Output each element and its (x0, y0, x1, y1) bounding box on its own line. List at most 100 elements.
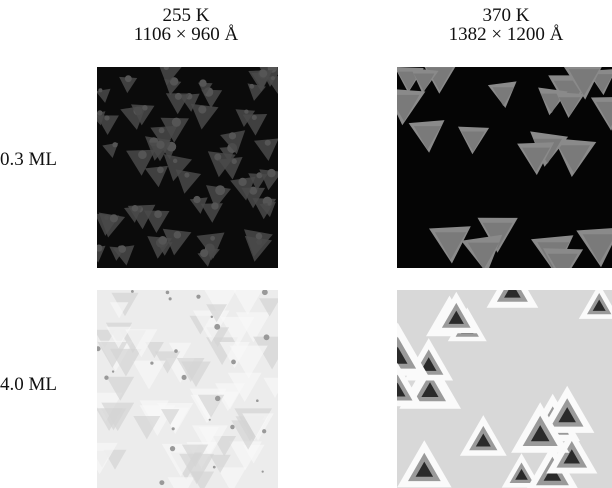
texture (97, 115, 119, 135)
texture (448, 310, 464, 324)
texture (231, 158, 237, 165)
texture (156, 140, 165, 149)
texture (98, 212, 126, 238)
texture (199, 79, 207, 87)
texture (104, 115, 110, 121)
texture (212, 465, 216, 469)
texture (259, 69, 268, 78)
texture (492, 87, 515, 106)
texture (173, 231, 182, 239)
texture (190, 103, 219, 130)
texture (126, 149, 156, 176)
texture (568, 69, 600, 96)
texture (434, 232, 467, 260)
texture (130, 290, 134, 293)
texture (175, 169, 202, 194)
texture (149, 142, 171, 162)
texture (262, 429, 267, 434)
stm-image (97, 67, 278, 268)
texture (522, 147, 550, 172)
texture (259, 298, 278, 317)
texture (106, 326, 132, 349)
row-label: 0.3 ML (0, 149, 57, 170)
texture (397, 382, 406, 397)
stm-image (397, 67, 612, 268)
texture (540, 93, 563, 113)
texture (592, 299, 606, 311)
texture (208, 418, 211, 421)
texture (264, 139, 271, 146)
texture (214, 153, 222, 161)
texture (169, 446, 176, 452)
texture (220, 316, 255, 347)
texture (104, 375, 109, 380)
texture (97, 442, 118, 475)
texture (251, 114, 257, 120)
texture (97, 341, 128, 368)
texture (193, 310, 230, 343)
texture (249, 83, 255, 89)
texture (215, 185, 226, 196)
column-header: 370 K 1382 × 1200 Å (386, 6, 612, 44)
texture (97, 244, 103, 252)
texture (158, 127, 165, 134)
texture (154, 351, 181, 374)
texture (200, 249, 209, 258)
texture (421, 382, 439, 397)
texture (169, 77, 179, 86)
texture (229, 345, 268, 379)
texture (157, 166, 164, 174)
texture (142, 105, 148, 111)
texture (162, 228, 192, 256)
texture (181, 374, 187, 381)
texture (263, 377, 278, 398)
texture (138, 150, 147, 160)
texture (193, 195, 201, 204)
texture (420, 357, 437, 371)
texture (220, 130, 246, 155)
texture (267, 168, 276, 178)
texture (211, 202, 219, 210)
texture (159, 480, 165, 486)
texture (215, 383, 245, 410)
texture (159, 67, 182, 86)
texture (171, 117, 182, 127)
texture (259, 201, 276, 218)
texture (397, 346, 408, 364)
texture (125, 329, 158, 358)
texture (206, 304, 227, 323)
texture (582, 234, 612, 263)
texture (160, 117, 189, 143)
texture (163, 154, 192, 182)
texture (228, 132, 237, 140)
texture (596, 101, 612, 128)
texture (184, 172, 190, 178)
texture (563, 449, 580, 464)
texture (165, 290, 170, 295)
texture (112, 245, 135, 266)
texture (209, 454, 231, 473)
texture (270, 76, 275, 81)
texture (172, 158, 178, 164)
texture (145, 342, 164, 359)
texture (230, 424, 235, 430)
texture (217, 467, 247, 488)
texture (215, 395, 221, 402)
texture (110, 348, 142, 377)
texture (168, 297, 172, 301)
texture (174, 92, 182, 100)
texture (163, 67, 169, 70)
texture (249, 186, 258, 195)
texture (154, 210, 162, 219)
texture (204, 290, 237, 318)
texture (161, 409, 180, 425)
texture (168, 342, 192, 363)
texture (244, 109, 249, 114)
texture (231, 359, 236, 365)
texture (558, 97, 581, 116)
texture (253, 336, 278, 370)
texture (242, 114, 268, 136)
texture (181, 361, 211, 388)
texture (165, 93, 190, 115)
texture (143, 210, 170, 233)
